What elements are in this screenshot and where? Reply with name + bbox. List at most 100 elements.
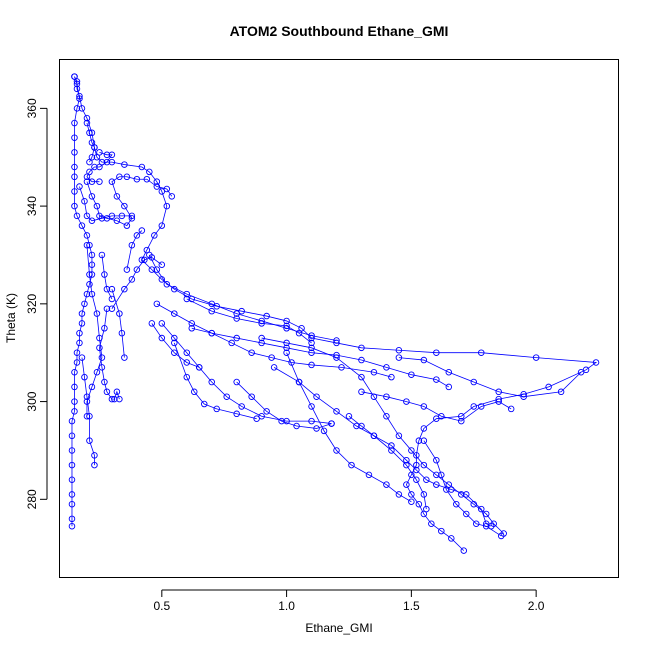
data-point xyxy=(86,412,93,420)
data-point xyxy=(365,471,373,479)
data-point xyxy=(413,461,420,469)
series-line xyxy=(236,381,332,429)
data-point xyxy=(148,254,156,261)
data-point xyxy=(76,339,83,347)
data-point xyxy=(383,412,390,420)
data-point xyxy=(168,193,176,200)
data-series xyxy=(146,251,340,344)
data-point xyxy=(420,461,428,469)
data-point xyxy=(395,432,403,440)
data-point xyxy=(545,383,552,391)
data-point xyxy=(78,105,86,112)
data-point xyxy=(482,510,490,518)
data-point xyxy=(113,388,121,396)
data-point xyxy=(93,202,101,210)
data-point xyxy=(71,149,78,156)
series-line xyxy=(148,254,337,341)
data-point xyxy=(308,361,315,369)
data-point xyxy=(313,393,320,400)
data-point xyxy=(71,188,78,195)
data-point xyxy=(388,442,395,449)
data-point xyxy=(81,373,88,381)
data-point xyxy=(460,547,468,554)
data-point xyxy=(258,412,265,420)
series-line xyxy=(161,323,332,424)
y-tick-label: 320 xyxy=(25,294,39,314)
data-point xyxy=(151,232,158,239)
data-point xyxy=(133,175,141,183)
data-series xyxy=(188,325,453,391)
series-line xyxy=(173,342,257,420)
data-point xyxy=(96,334,103,342)
data-point xyxy=(183,295,191,303)
data-point xyxy=(118,329,126,337)
data-point xyxy=(233,334,240,342)
data-series xyxy=(76,183,136,225)
data-point xyxy=(158,188,166,195)
data-point xyxy=(171,339,178,347)
data-point xyxy=(121,202,128,210)
data-point xyxy=(153,266,161,273)
data-series xyxy=(283,349,415,506)
data-point xyxy=(233,310,240,317)
data-point xyxy=(383,393,390,400)
data-point xyxy=(238,403,245,410)
data-point xyxy=(408,447,415,454)
data-point xyxy=(433,456,440,464)
data-point xyxy=(420,356,428,364)
series-line xyxy=(111,256,163,309)
data-point xyxy=(163,185,171,193)
data-point xyxy=(433,349,440,356)
data-point xyxy=(283,344,290,352)
data-point xyxy=(121,354,128,361)
data-series xyxy=(233,378,335,432)
data-point xyxy=(283,339,290,347)
data-point xyxy=(68,476,76,484)
data-point xyxy=(71,73,78,80)
data-point xyxy=(213,405,220,413)
data-point xyxy=(98,364,106,371)
data-point xyxy=(420,510,428,518)
data-point xyxy=(395,354,403,361)
data-point xyxy=(383,364,390,371)
data-point xyxy=(403,481,410,488)
data-point xyxy=(86,158,93,166)
data-point xyxy=(470,378,478,386)
data-point xyxy=(146,168,153,176)
series-line xyxy=(156,303,392,378)
data-point xyxy=(71,383,78,391)
data-point xyxy=(295,378,303,386)
data-point xyxy=(208,329,215,337)
data-point xyxy=(86,281,93,288)
data-point xyxy=(233,315,240,322)
data-point xyxy=(118,212,126,220)
data-point xyxy=(592,359,600,366)
data-point xyxy=(171,334,178,342)
data-series xyxy=(258,334,507,537)
data-point xyxy=(258,339,265,347)
data-point xyxy=(83,241,91,249)
data-series xyxy=(78,354,98,469)
data-point xyxy=(73,80,81,88)
data-point xyxy=(78,354,86,361)
data-point xyxy=(68,491,76,498)
data-point xyxy=(495,388,502,396)
data-point xyxy=(83,173,91,181)
data-point xyxy=(270,364,278,371)
data-point xyxy=(458,412,465,420)
data-point xyxy=(413,466,420,474)
data-point xyxy=(213,303,220,310)
data-point xyxy=(86,437,93,444)
data-point xyxy=(88,261,96,269)
data-point xyxy=(443,486,450,493)
data-point xyxy=(121,285,128,293)
data-point xyxy=(328,420,335,427)
data-point xyxy=(278,417,285,425)
series-line xyxy=(191,327,450,388)
data-point xyxy=(438,471,445,479)
data-point xyxy=(93,369,101,376)
data-point xyxy=(108,395,116,403)
data-point xyxy=(98,215,106,222)
data-point xyxy=(423,476,430,484)
data-point xyxy=(308,339,315,347)
